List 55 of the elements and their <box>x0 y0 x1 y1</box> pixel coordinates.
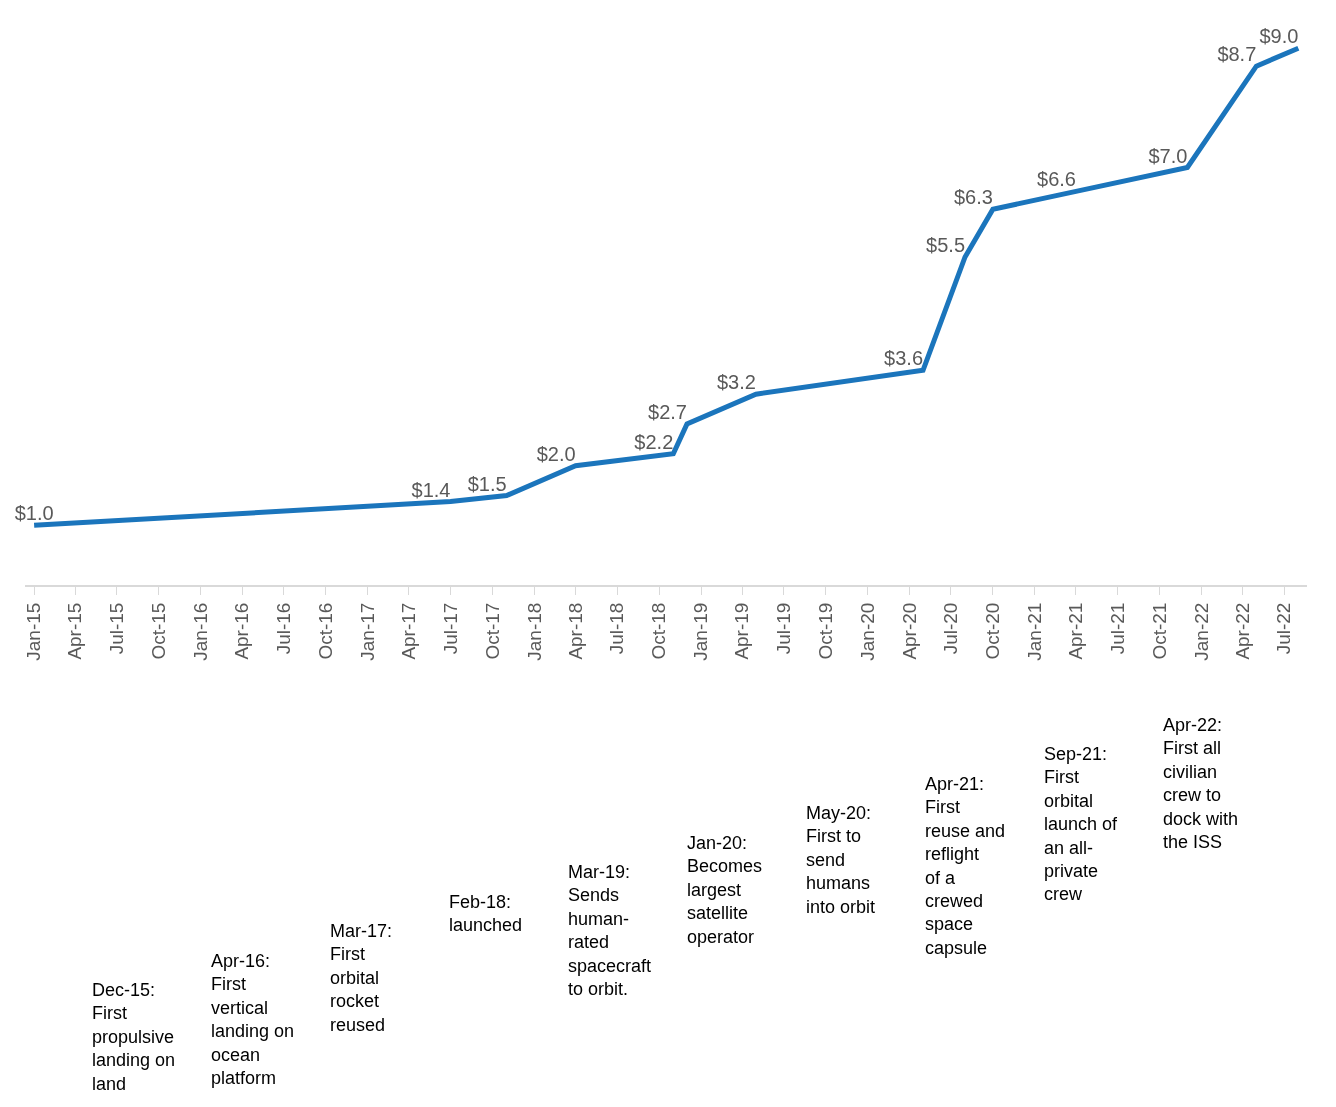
x-tick-label: Jan-17 <box>357 602 379 661</box>
data-label: $1.0 <box>14 502 54 525</box>
text: Sep-21: First orbital launch of an all-private crew <box>1044 744 1119 905</box>
x-tick-label: Oct-18 <box>648 602 670 660</box>
x-tick-label: Jul-16 <box>273 602 295 655</box>
x-tick-label: Jul-15 <box>105 602 127 655</box>
data-label: $8.7 <box>1217 43 1257 66</box>
x-tick-label: Jan-21 <box>1024 602 1046 661</box>
text: May-20: First to send humans into orbit <box>806 803 876 917</box>
x-tick-label: Jan-18 <box>523 602 545 661</box>
x-tick-label: Jul-17 <box>439 602 461 655</box>
x-tick-label: Oct-15 <box>147 602 169 660</box>
text: Jan-20: Becomes largest satellite operator <box>687 833 763 947</box>
data-label: $2.2 <box>634 430 674 453</box>
x-tick-label: Jul-20 <box>940 602 962 655</box>
x-tick-label: Apr-22 <box>1231 602 1253 660</box>
data-label: $3.2 <box>717 371 756 394</box>
text: Mar-17: First orbital rocket reused <box>330 921 393 1035</box>
x-tick-label: Apr-15 <box>64 602 86 660</box>
x-tick-label: Apr-20 <box>898 602 920 660</box>
x-tick-label: Oct-17 <box>481 602 503 660</box>
x-tick-label: Apr-18 <box>564 602 586 660</box>
data-label: $7.0 <box>1148 144 1188 167</box>
data-label: $5.5 <box>926 233 966 256</box>
x-tick-label: Oct-21 <box>1148 602 1170 660</box>
x-tick-label: Jan-20 <box>856 602 878 661</box>
data-label: $1.4 <box>411 478 451 501</box>
data-label: $2.0 <box>536 442 576 465</box>
x-tick-label: Oct-19 <box>814 602 836 660</box>
text: Mar-19: Sends human-rated spacecraft to orbit. <box>568 862 652 999</box>
text: Dec-15: First propulsive landing on land <box>92 980 176 1094</box>
data-label: $3.6 <box>884 347 924 370</box>
data-label: $9.0 <box>1259 25 1299 48</box>
text: Apr-22: First all civilian crew to dock with the ISS <box>1163 715 1239 852</box>
x-tick-label: Jan-15 <box>23 602 45 661</box>
data-label: $6.6 <box>1037 168 1076 191</box>
x-tick-label: Jul-21 <box>1106 602 1128 655</box>
x-tick-label: Oct-16 <box>315 602 337 660</box>
x-tick-label: Apr-19 <box>731 602 753 660</box>
x-tick-label: Apr-21 <box>1065 602 1087 660</box>
x-tick-label: Jan-16 <box>189 602 211 661</box>
data-label: $1.5 <box>467 472 507 495</box>
x-tick-label: Jan-22 <box>1190 602 1212 661</box>
x-tick-label: Apr-16 <box>231 602 253 660</box>
data-label: $2.7 <box>648 400 687 423</box>
x-tick-label: Jul-19 <box>772 602 794 655</box>
x-tick-label: Oct-20 <box>982 602 1004 660</box>
data-label: $6.3 <box>953 186 993 209</box>
x-tick-label: Jul-22 <box>1273 602 1295 655</box>
x-tick-label: Apr-17 <box>398 602 420 660</box>
x-tick-label: Jan-19 <box>690 602 712 661</box>
text: Apr-21: First reuse and reflight of a crewed space capsule <box>925 774 1006 958</box>
x-tick-label: Jul-18 <box>606 602 628 655</box>
text: Feb-18: launched <box>449 892 523 936</box>
text: Apr-16: First vertical landing on ocean platform <box>211 951 295 1088</box>
